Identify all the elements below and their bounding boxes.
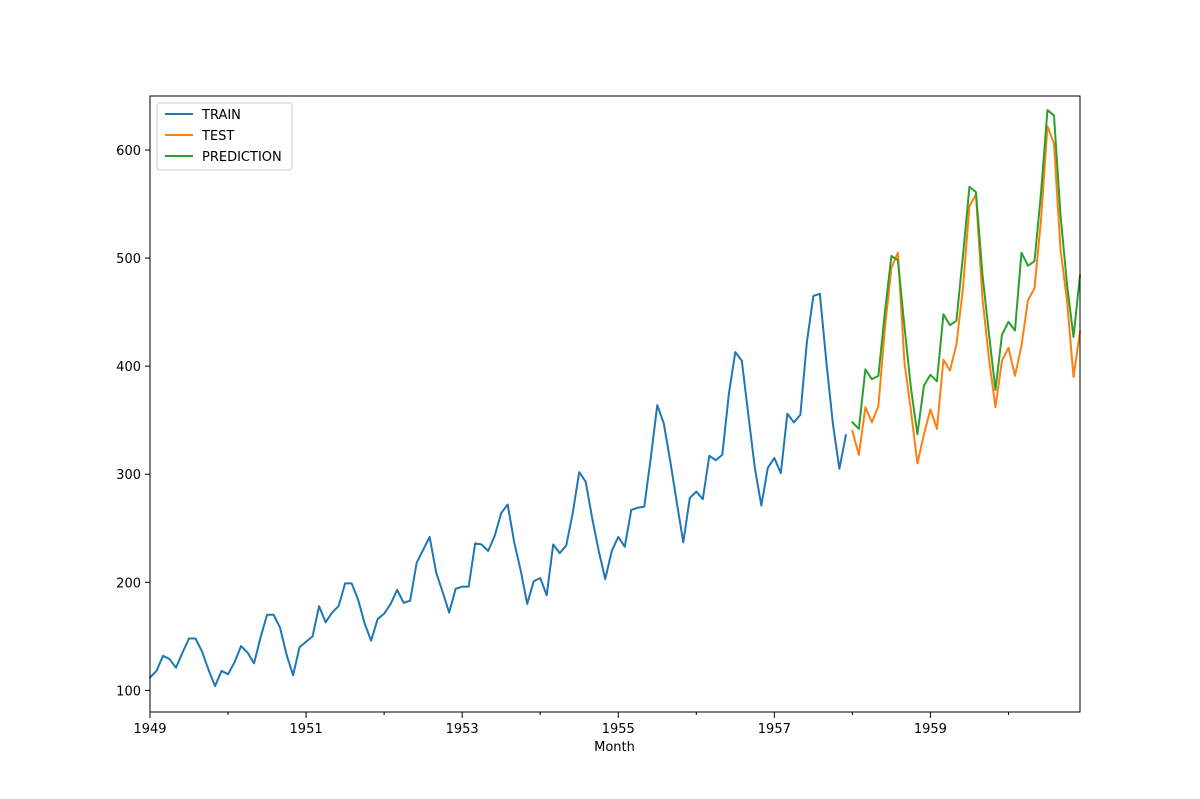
y-tick-label: 300 [116, 468, 141, 483]
y-tick-label: 400 [116, 360, 141, 375]
series-layer [148, 109, 1082, 688]
legend-label-test: TEST [201, 129, 234, 144]
x-tick-label: 1959 [914, 722, 947, 737]
legend: TRAIN TEST PREDICTION [156, 102, 293, 171]
series-line-train [148, 292, 848, 688]
plot-background [150, 96, 1080, 712]
plot-area [150, 96, 1080, 712]
y-tick-label: 100 [116, 684, 141, 699]
series-line-test [851, 125, 1082, 465]
axes-layer: 100 200 300 400 500 600 1949 1951 1953 1955 1957 19… [116, 95, 1081, 737]
y-tick-label: 500 [116, 252, 141, 267]
y-tick-label: 600 [116, 144, 141, 159]
legend-label-train: TRAIN [201, 108, 241, 123]
x-tick-label: 1957 [758, 722, 791, 737]
x-tick-label: 1951 [290, 722, 323, 737]
series-line-prediction [850, 109, 1082, 436]
legend-label-prediction: PREDICTION [202, 150, 282, 165]
x-axis-label: Month [594, 740, 635, 755]
legend-box [156, 102, 293, 171]
y-tick-label: 200 [116, 576, 141, 591]
x-tick-label: 1949 [133, 722, 166, 737]
x-tick-label: 1953 [446, 722, 479, 737]
axes-frame [149, 95, 1081, 713]
x-tick-label: 1955 [602, 722, 635, 737]
